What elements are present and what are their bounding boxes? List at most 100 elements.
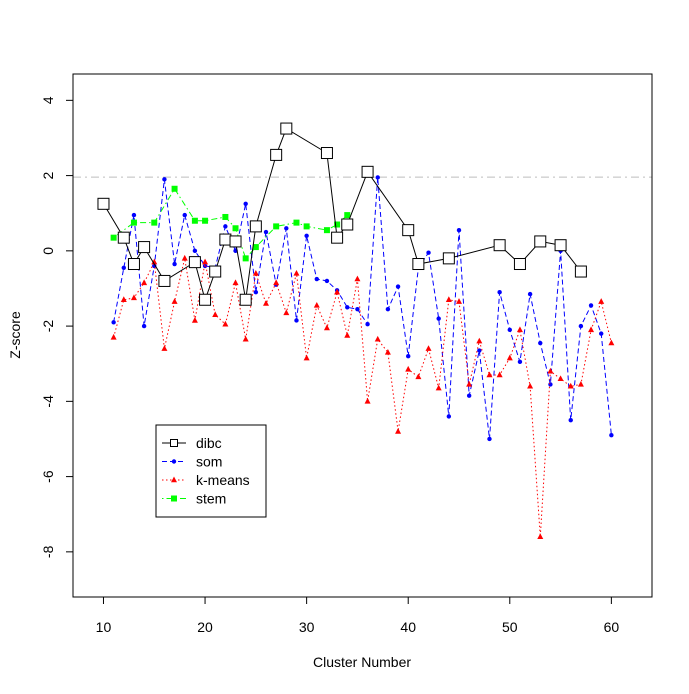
data-point-dibc: [127, 258, 140, 271]
data-point-stem: [151, 219, 158, 226]
data-point-dibc: [97, 197, 110, 210]
legend-item-dibc: dibc: [162, 435, 222, 451]
data-point-k-means: [334, 288, 341, 295]
data-point-k-means: [120, 296, 127, 302]
data-point-som: [548, 382, 553, 387]
data-point-som: [497, 290, 502, 295]
data-point-som: [345, 305, 350, 310]
data-point-dibc: [402, 224, 415, 237]
data-point-stem: [344, 212, 351, 219]
data-point-som: [304, 233, 309, 238]
series-line-som: [113, 177, 612, 440]
data-point-som: [355, 306, 360, 312]
data-point-som: [588, 303, 594, 308]
legend-label-k-means: k-means: [196, 472, 250, 488]
data-point-dibc: [361, 165, 374, 178]
data-point-som: [294, 318, 299, 323]
data-point-k-means: [293, 269, 300, 276]
data-point-stem: [222, 213, 229, 220]
data-point-som: [436, 316, 441, 321]
legend-marker-dibc: [170, 439, 178, 447]
data-point-dibc: [320, 147, 333, 160]
data-point-stem: [171, 185, 178, 192]
data-point-k-means: [130, 294, 137, 301]
data-point-som: [446, 414, 452, 419]
data-point-dibc: [138, 241, 151, 254]
legend-item-stem: stem: [162, 491, 226, 507]
data-point-k-means: [496, 371, 503, 378]
legend-marker-som: [171, 459, 177, 464]
data-point-dibc: [442, 252, 455, 265]
data-point-dibc: [239, 293, 252, 306]
data-point-k-means: [323, 324, 330, 331]
data-point-som: [487, 436, 492, 442]
x-tick-label: 40: [400, 619, 416, 635]
x-tick-label: 30: [299, 619, 315, 635]
data-point-som: [192, 248, 198, 254]
data-point-som: [385, 306, 391, 312]
data-point-som: [131, 212, 137, 218]
data-point-som: [141, 323, 147, 329]
data-point-k-means: [181, 254, 188, 261]
data-point-k-means: [283, 309, 290, 316]
data-point-k-means: [313, 301, 320, 308]
data-point-dibc: [280, 122, 293, 135]
data-point-k-means: [232, 279, 239, 286]
data-point-dibc: [249, 220, 262, 233]
y-tick-label: -6: [40, 470, 56, 483]
data-point-dibc: [158, 274, 171, 287]
data-point-stem: [273, 223, 280, 230]
data-point-k-means: [151, 258, 158, 265]
data-point-som: [466, 393, 472, 398]
data-point-k-means: [588, 326, 595, 333]
data-point-stem: [252, 244, 259, 251]
data-point-som: [395, 284, 401, 289]
data-point-k-means: [364, 397, 371, 404]
data-point-dibc: [554, 239, 567, 252]
data-point-dibc: [513, 258, 526, 271]
data-point-k-means: [506, 354, 513, 361]
data-point-k-means: [608, 339, 615, 346]
data-point-stem: [232, 225, 239, 232]
legend: dibc som k-means stem: [155, 424, 267, 518]
data-point-k-means: [445, 296, 452, 302]
data-point-k-means: [466, 380, 473, 387]
data-point-som: [253, 290, 259, 295]
x-tick-label: 20: [197, 619, 213, 635]
data-point-dibc: [331, 231, 344, 244]
data-point-som: [426, 250, 431, 255]
data-point-k-means: [395, 427, 402, 434]
y-axis-label: Z-score: [7, 311, 23, 359]
data-point-som: [477, 348, 482, 353]
data-point-som: [609, 433, 614, 438]
data-point-k-means: [405, 365, 412, 372]
y-tick-label: 2: [40, 171, 56, 179]
data-point-stem: [323, 227, 330, 234]
data-point-k-means: [191, 316, 198, 323]
legend-marker-k-means: [171, 476, 177, 483]
data-point-k-means: [141, 279, 148, 286]
data-point-dibc: [229, 235, 242, 248]
data-point-stem: [130, 219, 137, 226]
x-axis-label: Cluster Number: [313, 654, 411, 670]
data-point-k-means: [212, 311, 219, 318]
series-dibc: [97, 122, 587, 306]
data-point-som: [324, 278, 330, 284]
data-point-k-means: [252, 269, 259, 276]
series-som: [111, 175, 614, 442]
data-point-som: [162, 177, 167, 182]
data-point-k-means: [344, 332, 351, 338]
data-point-k-means: [476, 337, 483, 344]
data-point-som: [527, 291, 533, 297]
data-point-k-means: [374, 335, 381, 342]
data-point-k-means: [273, 279, 280, 286]
data-point-dibc: [574, 265, 587, 278]
data-point-stem: [303, 223, 310, 230]
y-tick-label: 0: [40, 247, 56, 255]
data-point-k-means: [557, 375, 564, 382]
data-point-dibc: [341, 218, 354, 231]
data-point-som: [243, 201, 248, 207]
y-tick-label: -8: [40, 545, 56, 558]
x-tick-label: 50: [502, 619, 518, 635]
